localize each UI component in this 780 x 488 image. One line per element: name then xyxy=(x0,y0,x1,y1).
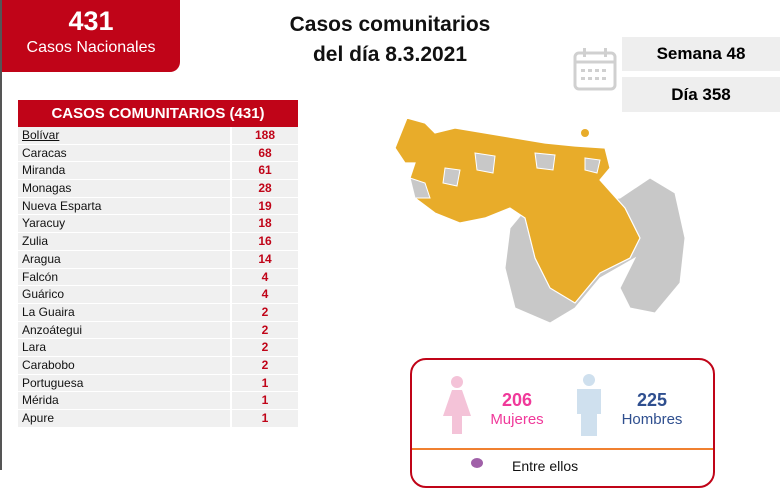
table-row: Yaracuy 18 xyxy=(18,215,298,234)
table-row: Guárico 4 xyxy=(18,286,298,304)
state-name: Apure xyxy=(18,410,230,428)
state-count: 188 xyxy=(232,127,298,145)
state-name: Falcón xyxy=(18,268,230,287)
table-row: Portuguesa 1 xyxy=(18,374,298,393)
table-row: Miranda 61 xyxy=(18,162,298,181)
state-count: 2 xyxy=(232,321,298,340)
table-row: Caracas 68 xyxy=(18,144,298,163)
table-row: Carabobo 2 xyxy=(18,356,298,375)
state-name: Monagas xyxy=(18,180,230,198)
table-row: Mérida 1 xyxy=(18,392,298,410)
state-count: 61 xyxy=(232,162,298,181)
national-cases-box: 431 Casos Nacionales xyxy=(2,0,180,72)
table-row: Bolívar 188 xyxy=(18,127,298,145)
state-count: 4 xyxy=(232,286,298,304)
calendar-icon xyxy=(573,48,617,91)
men-count: 225 xyxy=(636,390,668,410)
men-stat: 225 Hombres xyxy=(612,390,692,428)
state-name: Portuguesa xyxy=(18,374,230,393)
table-row: Apure 1 xyxy=(18,410,298,428)
left-border xyxy=(0,0,2,470)
state-count: 2 xyxy=(232,303,298,322)
state-name: Bolívar xyxy=(18,127,230,145)
map-nueva-esparta xyxy=(581,129,589,137)
venezuela-map xyxy=(394,117,685,324)
state-count: 16 xyxy=(232,233,298,251)
table-row: Falcón 4 xyxy=(18,268,298,287)
state-name: Yaracuy xyxy=(18,215,230,234)
table-row: La Guaira 2 xyxy=(18,303,298,322)
state-name: Carabobo xyxy=(18,356,230,375)
state-name: Caracas xyxy=(18,144,230,163)
bullet-icon xyxy=(471,458,483,468)
state-count: 1 xyxy=(232,410,298,428)
table-row: Monagas 28 xyxy=(18,180,298,198)
state-count: 18 xyxy=(232,215,298,234)
state-name: Aragua xyxy=(18,250,230,269)
table-row: Zulia 16 xyxy=(18,233,298,251)
state-name: Nueva Esparta xyxy=(18,197,230,216)
divider xyxy=(412,448,713,450)
table-row: Anzoátegui 2 xyxy=(18,321,298,340)
state-count: 1 xyxy=(232,374,298,393)
state-count: 2 xyxy=(232,356,298,375)
state-name: Mérida xyxy=(18,392,230,410)
man-icon xyxy=(577,374,601,436)
table-row: Aragua 14 xyxy=(18,250,298,269)
footer-text: Entre ellos xyxy=(512,458,579,474)
men-label: Hombres xyxy=(621,411,683,428)
gender-box: 206 Mujeres 225 Hombres Entre ellos xyxy=(410,358,715,488)
cases-table: CASOS COMUNITARIOS (431) Bolívar 188 Carac… xyxy=(18,100,298,428)
national-label: Casos Nacionales xyxy=(26,39,156,56)
state-count: 68 xyxy=(232,144,298,163)
national-count: 431 xyxy=(68,6,114,36)
woman-icon xyxy=(443,376,471,434)
map-gray-states xyxy=(409,152,601,199)
page-title: Casos comunitarios del día 8.3.2021 xyxy=(250,10,530,70)
map-affected-region xyxy=(394,117,641,304)
day-label: Día 358 xyxy=(622,77,780,112)
women-label: Mujeres xyxy=(490,411,544,428)
title-line2: del día 8.3.2021 xyxy=(312,43,468,66)
women-stat: 206 Mujeres xyxy=(482,390,552,428)
state-count: 2 xyxy=(232,339,298,357)
state-name: Lara xyxy=(18,339,230,357)
state-name: La Guaira xyxy=(18,303,230,322)
state-count: 14 xyxy=(232,250,298,269)
state-name: Guárico xyxy=(18,286,230,304)
state-name: Miranda xyxy=(18,162,230,181)
state-count: 1 xyxy=(232,392,298,410)
table-header: CASOS COMUNITARIOS (431) xyxy=(18,100,298,127)
state-name: Anzoátegui xyxy=(18,321,230,340)
title-line1: Casos comunitarios xyxy=(289,13,491,36)
table-row: Lara 2 xyxy=(18,339,298,357)
state-count: 4 xyxy=(232,268,298,287)
table-row: Nueva Esparta 19 xyxy=(18,197,298,216)
state-count: 19 xyxy=(232,197,298,216)
women-count: 206 xyxy=(501,390,533,410)
state-count: 28 xyxy=(232,180,298,198)
week-label: Semana 48 xyxy=(622,37,780,71)
state-name: Zulia xyxy=(18,233,230,251)
